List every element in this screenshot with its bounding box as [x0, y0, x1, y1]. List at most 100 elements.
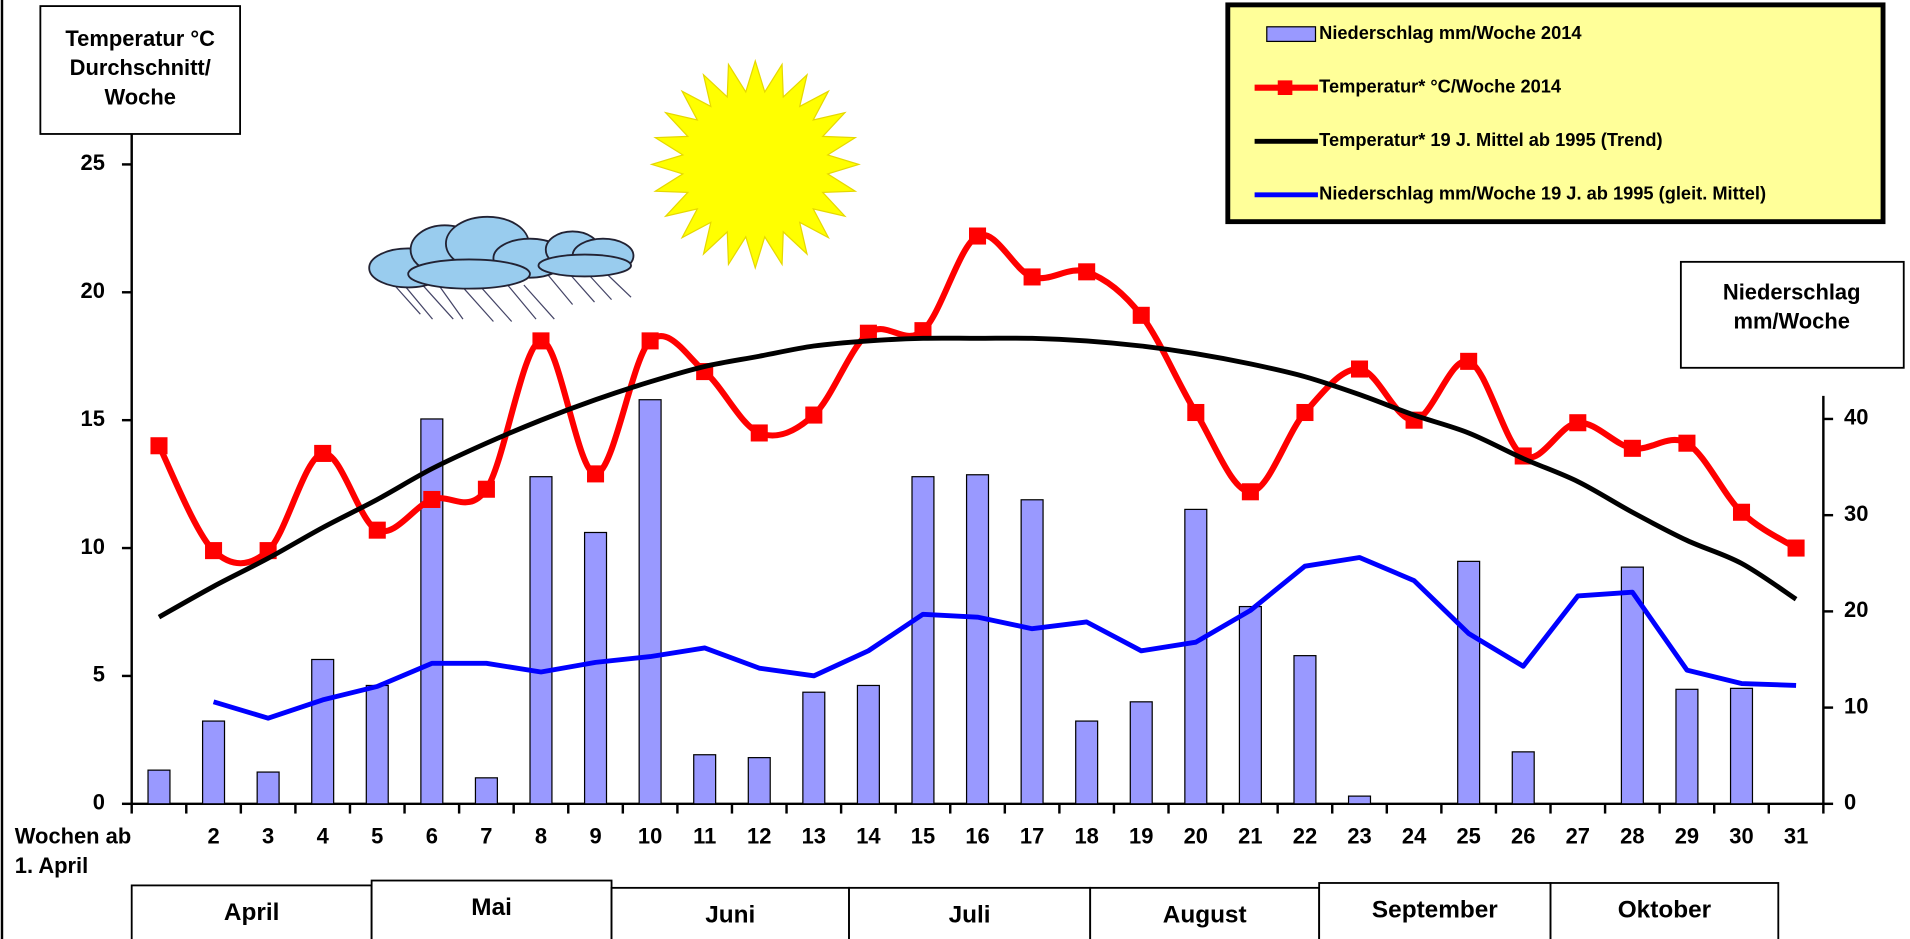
y2-tick-label: 30	[1844, 501, 1868, 526]
bar	[1239, 607, 1261, 804]
y-axis-title: Temperatur °C	[65, 26, 215, 51]
y-tick-label: 0	[93, 790, 105, 815]
x-tick-label: 27	[1566, 824, 1590, 849]
line-marker	[587, 465, 604, 482]
x-tick-label: 25	[1456, 824, 1480, 849]
x-tick-label: 14	[856, 824, 881, 849]
x-tick-label: 24	[1402, 824, 1427, 849]
bar	[148, 770, 170, 804]
y-tick-label: 25	[81, 150, 105, 175]
line-marker	[314, 445, 331, 462]
bar	[475, 778, 497, 804]
page: {"chart_data": {"type": "combo", "ytitle…	[0, 0, 1910, 939]
line-marker	[205, 542, 222, 559]
bar	[203, 721, 225, 804]
x-tick-label: 16	[965, 824, 989, 849]
bar	[312, 659, 334, 803]
bar	[1676, 689, 1698, 803]
bar	[585, 532, 607, 803]
x-tick-label: 9	[589, 824, 601, 849]
x-tick-label: 21	[1238, 824, 1262, 849]
x-tick-label: 31	[1784, 824, 1808, 849]
y2-tick-label: 40	[1844, 405, 1868, 430]
x-tick-label: 5	[371, 824, 383, 849]
line-marker	[1024, 268, 1041, 285]
y-tick-label: 15	[81, 406, 105, 431]
x-tick-label: 22	[1293, 824, 1317, 849]
x-tick-label: 6	[426, 824, 438, 849]
legend-label: Niederschlag mm/Woche 2014	[1319, 22, 1582, 43]
x-tick-label: 8	[535, 824, 547, 849]
x-tick-label: 2	[207, 824, 219, 849]
bar	[1076, 721, 1098, 804]
sun-icon	[652, 61, 859, 268]
y-tick-label: 10	[81, 534, 105, 559]
line-marker	[1678, 435, 1695, 452]
line-marker	[1788, 540, 1805, 557]
y-axis-title: Durchschnitt/	[70, 55, 211, 80]
month-label: Mai	[471, 894, 512, 921]
line-marker	[423, 491, 440, 508]
legend-label: Temperatur* °C/Woche 2014	[1319, 76, 1562, 97]
chart: Temperatur °CDurchschnitt/WocheNiedersch…	[0, 0, 1910, 939]
month-label: April	[224, 899, 279, 926]
bar	[1294, 656, 1316, 804]
x-tick-label: 12	[747, 824, 771, 849]
month-label: September	[1372, 896, 1498, 923]
x-tick-label: 30	[1729, 824, 1753, 849]
line-marker	[1460, 353, 1477, 370]
month-label: Juni	[705, 901, 755, 928]
x-tick-label: 20	[1184, 824, 1208, 849]
line-marker	[969, 228, 986, 245]
y2-tick-label: 0	[1844, 790, 1856, 815]
y2-tick-label: 20	[1844, 597, 1868, 622]
x-tick-label: 10	[638, 824, 662, 849]
bar	[803, 692, 825, 804]
line-marker	[1078, 263, 1095, 280]
bar	[366, 685, 388, 803]
legend-marker	[1278, 80, 1293, 95]
x-tick-label: 29	[1675, 824, 1699, 849]
legend-label: Temperatur* 19 J. Mittel ab 1995 (Trend)	[1319, 129, 1662, 150]
x-tick-label: 18	[1074, 824, 1098, 849]
bar	[1512, 752, 1534, 804]
x-tick-label: 13	[802, 824, 826, 849]
x-tick-label: 11	[693, 824, 716, 849]
x-tick-label: 3	[262, 824, 274, 849]
bar	[1349, 796, 1371, 804]
month-label: August	[1163, 901, 1247, 928]
bar	[1130, 702, 1152, 804]
x-tick-label: 4	[317, 824, 330, 849]
x-tick-label: 7	[480, 824, 492, 849]
x-tick-label: 26	[1511, 824, 1535, 849]
line-marker	[1351, 360, 1368, 377]
line-marker	[478, 481, 495, 498]
bar	[1458, 561, 1480, 803]
bar	[857, 685, 879, 803]
month-label: Oktober	[1618, 896, 1712, 923]
line-marker	[1733, 504, 1750, 521]
x-tick-label: 15	[911, 824, 935, 849]
line-marker	[532, 332, 549, 349]
line-marker	[805, 407, 822, 424]
y2-axis-title: mm/Woche	[1733, 309, 1849, 334]
x-tick-label: 23	[1347, 824, 1371, 849]
bar	[694, 755, 716, 804]
line-marker	[1242, 483, 1259, 500]
line-marker	[1133, 307, 1150, 324]
bar	[1185, 509, 1207, 803]
bar	[257, 772, 279, 804]
bar	[1021, 500, 1043, 804]
bar	[748, 758, 770, 804]
legend-label: Niederschlag mm/Woche 19 J. ab 1995 (gle…	[1319, 183, 1766, 204]
line-marker	[1187, 404, 1204, 421]
y2-axis-title: Niederschlag	[1723, 279, 1861, 304]
line-marker	[150, 437, 167, 454]
bar	[1731, 688, 1753, 803]
line-marker	[1624, 440, 1641, 457]
legend-swatch	[1267, 27, 1316, 42]
line-marker	[369, 522, 386, 539]
sun-disc	[685, 94, 826, 235]
line-marker	[1569, 414, 1586, 431]
x-axis-title: 1. April	[15, 853, 88, 878]
